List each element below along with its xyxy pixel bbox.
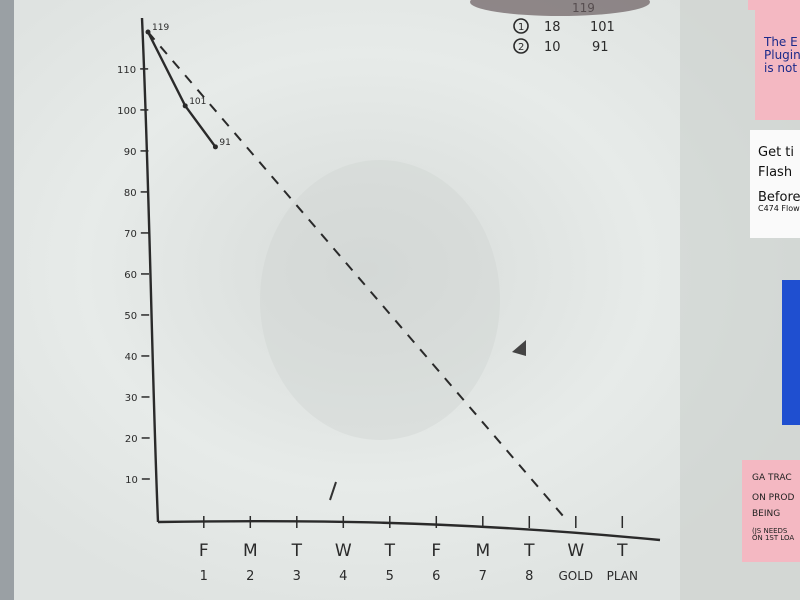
note-line: C474 Flow <box>758 203 800 213</box>
x-number-label: 2 <box>246 569 254 584</box>
note-line: (JS NEEDS <box>752 526 788 535</box>
note-line: Get ti <box>758 145 795 160</box>
x-number-label: 3 <box>293 569 301 584</box>
x-number-label: GOLD <box>558 569 593 583</box>
note-line: Flash <box>758 165 793 181</box>
series-line-plan <box>147 31 568 521</box>
legend-row1-b: 101 <box>590 20 615 35</box>
note-line: BEING <box>752 508 781 519</box>
y-tick-label: 50 <box>124 311 137 322</box>
x-day-label: F <box>431 541 441 561</box>
y-tick-label: 80 <box>124 188 137 199</box>
legend-row2-a: 10 <box>544 40 561 55</box>
sticky-pink-top <box>748 0 800 120</box>
legend-row1-circle <box>513 18 529 34</box>
sticky-blue <box>782 280 800 425</box>
magnet <box>512 340 526 356</box>
note-line: The E <box>764 35 798 49</box>
y-tick-label: 90 <box>124 147 137 158</box>
x-day-label: T <box>384 541 396 561</box>
y-ticks: 10 20 30 40 50 60 70 80 90 100 110 <box>117 65 150 486</box>
note-line: Before <box>758 189 800 205</box>
x-day-label: M <box>475 541 490 561</box>
y-tick-label: 30 <box>125 393 138 404</box>
legend-row2-label: 2 <box>518 42 524 53</box>
y-tick-label: 20 <box>125 434 138 445</box>
y-tick-label: 40 <box>125 352 138 363</box>
stray-mark <box>329 481 337 501</box>
y-tick-label: 10 <box>125 475 138 486</box>
x-labels: F M T W T F M T W T 1 2 3 4 5 6 7 8 GOLD PLAN <box>199 516 638 584</box>
x-number-label: 5 <box>386 569 394 584</box>
x-day-label: T <box>291 541 303 561</box>
note-pink-top-text: The E Plugin is not <box>764 35 800 76</box>
y-tick-label: 100 <box>117 106 136 117</box>
x-axis <box>157 519 661 542</box>
x-day-label: F <box>199 541 209 561</box>
x-number-label: 7 <box>479 569 487 584</box>
y-tick-label: 110 <box>117 65 136 76</box>
legend-row2-circle <box>513 38 529 54</box>
x-number-label: 4 <box>339 569 347 584</box>
x-number-label: 1 <box>200 569 208 584</box>
sticky-pink-bottom <box>742 460 800 562</box>
point-label: 91 <box>219 138 230 148</box>
note-line: is not <box>764 61 798 76</box>
point-labels: 119 101 91 <box>152 23 231 148</box>
series-group <box>145 29 568 521</box>
top-object <box>470 0 650 16</box>
x-number-label: PLAN <box>607 569 638 583</box>
x-day-label: W <box>335 541 352 561</box>
note-line: Plugin <box>764 48 800 63</box>
legend-row1-a: 18 <box>544 20 561 35</box>
x-day-label: T <box>616 541 628 561</box>
series-point <box>182 103 188 109</box>
legend-row2-b: 91 <box>592 40 609 55</box>
y-axis <box>140 17 160 523</box>
note-white-mid-text: Get ti Flash Before C474 Flow <box>758 145 800 214</box>
point-label: 119 <box>152 23 169 33</box>
x-number-label: 6 <box>432 569 440 584</box>
y-tick-label: 70 <box>124 229 137 240</box>
reflection <box>260 160 500 440</box>
legend-row1-label: 1 <box>518 22 524 33</box>
note-line: GA TRAC <box>752 473 792 483</box>
note-pink-bottom-text: GA TRAC ON PROD BEING (JS NEEDS ON 1ST L… <box>752 473 795 543</box>
note-line: ON PROD <box>752 492 795 503</box>
x-day-label: M <box>243 541 258 561</box>
x-day-label: W <box>567 541 584 561</box>
x-number-label: 8 <box>525 569 533 584</box>
point-label: 101 <box>189 97 206 107</box>
note-line: ON 1ST LOA <box>752 534 795 543</box>
y-tick-label: 60 <box>124 270 137 281</box>
x-day-label: T <box>523 541 535 561</box>
sticky-white-mid <box>750 130 800 238</box>
series-point <box>212 144 218 150</box>
